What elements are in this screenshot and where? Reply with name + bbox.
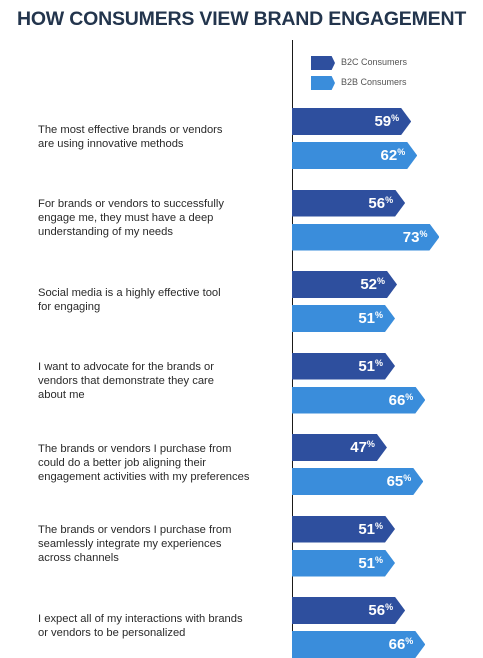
category-label: The most effective brands or vendors are … bbox=[38, 123, 223, 150]
bar-b2b bbox=[292, 550, 395, 577]
category-label: Social media is a highly effective tool f… bbox=[38, 286, 221, 313]
bar-value-label: 51% bbox=[358, 520, 384, 538]
bar-value-label: 62% bbox=[380, 147, 406, 164]
chart-title: HOW CONSUMERS VIEW BRAND ENGAGEMENT bbox=[16, 8, 467, 30]
bar-value-label: 66% bbox=[388, 636, 414, 653]
legend-label-b2b: B2B Consumers bbox=[341, 77, 407, 87]
category-label: The brands or vendors I purchase from sea… bbox=[38, 524, 232, 564]
bar-value-label: 65% bbox=[386, 473, 412, 490]
bar-value-label: 51% bbox=[358, 357, 384, 375]
bar-b2b bbox=[292, 387, 425, 414]
bar-value-label: 51% bbox=[358, 310, 384, 327]
bar-value-label: 56% bbox=[368, 602, 394, 619]
category-label: I expect all of my interactions with bra… bbox=[38, 612, 243, 639]
bar-b2c bbox=[292, 597, 405, 624]
legend-label-b2c: B2C Consumers bbox=[341, 57, 408, 67]
bar-b2c bbox=[292, 434, 387, 461]
bar-b2b bbox=[292, 305, 395, 332]
category-label: I want to advocate for the brands or vend… bbox=[38, 361, 214, 401]
bar-value-label: 47% bbox=[350, 439, 375, 456]
bar-b2c bbox=[292, 190, 405, 217]
bar-value-label: 59% bbox=[374, 113, 400, 130]
bar-value-label: 73% bbox=[402, 228, 428, 246]
axis-line bbox=[292, 40, 293, 652]
bar-b2b bbox=[292, 224, 439, 251]
bar-value-label: 66% bbox=[388, 391, 414, 409]
category-label: The brands or vendors I purchase from cou… bbox=[38, 442, 250, 483]
bar-b2c bbox=[292, 271, 397, 298]
category-label: For brands or vendors to successfully eng… bbox=[38, 198, 224, 238]
bar-value-label: 52% bbox=[360, 276, 386, 293]
bar-b2b bbox=[292, 468, 423, 495]
bar-value-label: 56% bbox=[368, 194, 394, 212]
bar-b2c bbox=[292, 516, 395, 543]
legend-swatch-b2c bbox=[311, 56, 335, 70]
bar-b2b bbox=[292, 142, 417, 169]
bar-b2b bbox=[292, 631, 425, 658]
legend-swatch-b2b bbox=[311, 76, 335, 90]
bar-value-label: 51% bbox=[358, 554, 384, 572]
bar-b2c bbox=[292, 108, 411, 135]
bar-b2c bbox=[292, 353, 395, 380]
